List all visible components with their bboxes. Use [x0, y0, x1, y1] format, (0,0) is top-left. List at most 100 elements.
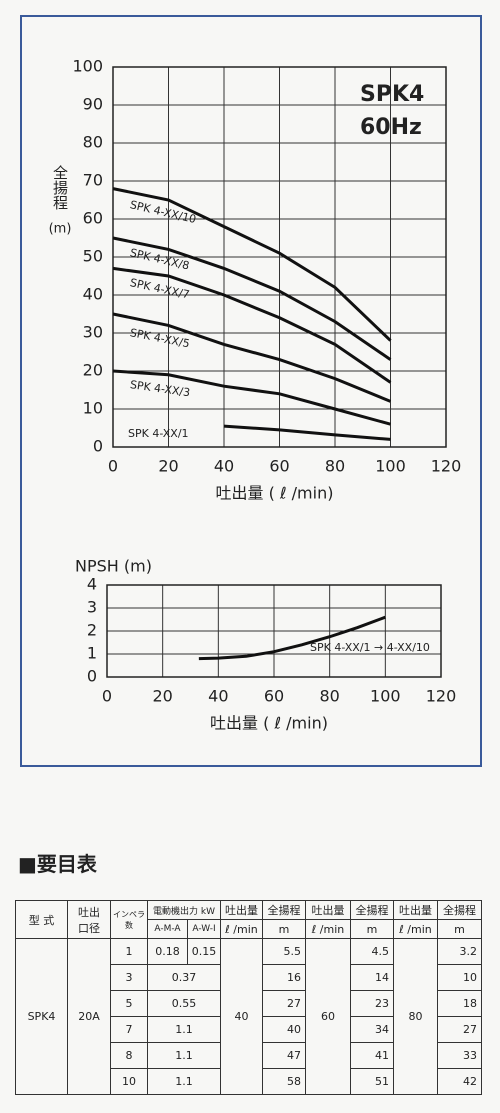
table-cell: 18 — [437, 990, 483, 1017]
line-series — [112, 236, 392, 361]
x-tick-label: 60 — [269, 457, 289, 476]
table-cell: 14 — [350, 964, 395, 991]
table-cell: 60 — [305, 938, 352, 1095]
table-cell: 5 — [110, 990, 148, 1017]
x-tick-label: 20 — [152, 687, 172, 706]
table-cell: 3 — [110, 964, 148, 991]
table-cell: 0.15 — [186, 938, 222, 965]
header-cell: 全揚程 — [437, 900, 483, 920]
y-tick-label: 0 — [87, 667, 97, 686]
y-tick-label: 100 — [72, 57, 103, 76]
x-tick-label: 80 — [319, 687, 339, 706]
y-tick-label: 30 — [83, 323, 103, 342]
y-tick-label: 70 — [83, 171, 103, 190]
series-label: SPK 4-XX/1 — [128, 427, 189, 440]
series-label: SPK 4-XX/3 — [129, 378, 191, 399]
table-cell: 0.18 — [147, 938, 188, 965]
table-cell: 34 — [350, 1016, 395, 1043]
chart-title: SPK4 — [360, 82, 424, 107]
line-series — [112, 266, 392, 384]
y-tick-label: 40 — [83, 285, 103, 304]
chart-frame — [20, 15, 482, 767]
header-cell: インペラ数 — [110, 900, 148, 939]
y-tick-label: 10 — [83, 399, 103, 418]
x-tick-label: 40 — [208, 687, 228, 706]
y-tick-label: 4 — [87, 575, 97, 594]
y-tick-label: 80 — [83, 133, 103, 152]
x-tick-label: 120 — [426, 687, 457, 706]
header-cell: 吐出 口径 — [67, 900, 111, 939]
x-tick-label: 0 — [108, 457, 118, 476]
x-tick-label: 100 — [370, 687, 401, 706]
table-cell: 23 — [350, 990, 395, 1017]
x-tick-label: 100 — [375, 457, 406, 476]
header-cell: A-W-I — [186, 919, 222, 939]
table-cell: 27 — [262, 990, 307, 1017]
table-cell: 16 — [262, 964, 307, 991]
header-cell: ℓ /min — [220, 919, 264, 939]
table-cell: 33 — [437, 1042, 483, 1069]
table-cell: 40 — [262, 1016, 307, 1043]
table-cell: 0.55 — [146, 990, 222, 1017]
plot-frame — [112, 66, 447, 448]
series-label: SPK 4-XX/10 — [129, 198, 198, 226]
header-text: 吐出 — [78, 905, 100, 919]
table-cell: 42 — [437, 1068, 483, 1095]
x-tick-label: 40 — [214, 457, 234, 476]
y-axis-unit: (m) — [49, 222, 72, 237]
series-label: SPK 4-XX/1 → 4-XX/10 — [310, 641, 430, 654]
table-cell: 7 — [110, 1016, 148, 1043]
line-series — [198, 615, 386, 661]
header-cell: A-M-A — [147, 919, 188, 939]
table-cell: 0.37 — [146, 964, 222, 991]
y-tick-label: 1 — [87, 644, 97, 663]
line-series — [112, 369, 391, 426]
y-tick-label: 20 — [83, 361, 103, 380]
y-tick-label: 3 — [87, 598, 97, 617]
table-cell: 1 — [110, 938, 148, 965]
y-tick-label: 60 — [83, 209, 103, 228]
header-cell: 型 式 — [15, 900, 68, 939]
header-cell: m — [437, 919, 483, 939]
y-tick-label: 90 — [83, 95, 103, 114]
table-cell: 10 — [437, 964, 483, 991]
header-cell: m — [262, 919, 307, 939]
x-tick-label: 80 — [325, 457, 345, 476]
y-tick-label: 50 — [83, 247, 103, 266]
y-tick-label: 0 — [93, 437, 103, 456]
table-row: SPK4 20A 1 0.18 0.15 40 5.5 60 4.5 80 3.2 — [15, 938, 483, 1095]
header-text: 口径 — [78, 921, 100, 935]
chart-title: 60Hz — [360, 115, 422, 140]
table-cell: 80 — [393, 938, 439, 1095]
line-series — [223, 424, 391, 441]
table-cell: 47 — [262, 1042, 307, 1069]
table-cell: 27 — [437, 1016, 483, 1043]
header-cell: 電動機出力 kW — [146, 900, 222, 920]
table-cell: 1.1 — [146, 1042, 222, 1069]
x-axis-label: 吐出量 ( ℓ /min) — [210, 714, 328, 733]
series-label: SPK 4-XX/8 — [129, 246, 191, 272]
table-cell: 40 — [220, 938, 264, 1095]
header-cell: 全揚程 — [262, 900, 307, 920]
line-series — [112, 187, 392, 342]
table-cell: 10 — [110, 1068, 148, 1095]
spec-table: 型 式 吐出 口径 インペラ数 電動機出力 kW 吐出量 全揚程 吐出量 全揚程 吐出… — [15, 900, 483, 1095]
table-row: 10 1.1 58 51 42 — [16, 1068, 483, 1095]
table-cell: 51 — [350, 1068, 395, 1095]
header-text: 数 — [125, 920, 133, 930]
header-cell: m — [350, 919, 395, 939]
table-cell: SPK4 — [15, 938, 68, 1095]
x-axis-label: 吐出量 ( ℓ /min) — [216, 484, 334, 503]
x-tick-label: 60 — [264, 687, 284, 706]
plot-frame — [106, 584, 442, 678]
header-cell: ℓ /min — [393, 919, 439, 939]
header-cell: 吐出量 — [220, 900, 264, 920]
table-cell: 1.1 — [146, 1068, 222, 1095]
header-cell: ℓ /min — [305, 919, 352, 939]
y-tick-label: 2 — [87, 621, 97, 640]
table-cell: 20A — [67, 938, 111, 1095]
header-text: インペラ — [113, 909, 145, 919]
table-cell: 41 — [350, 1042, 395, 1069]
header-cell: 吐出量 — [393, 900, 439, 920]
